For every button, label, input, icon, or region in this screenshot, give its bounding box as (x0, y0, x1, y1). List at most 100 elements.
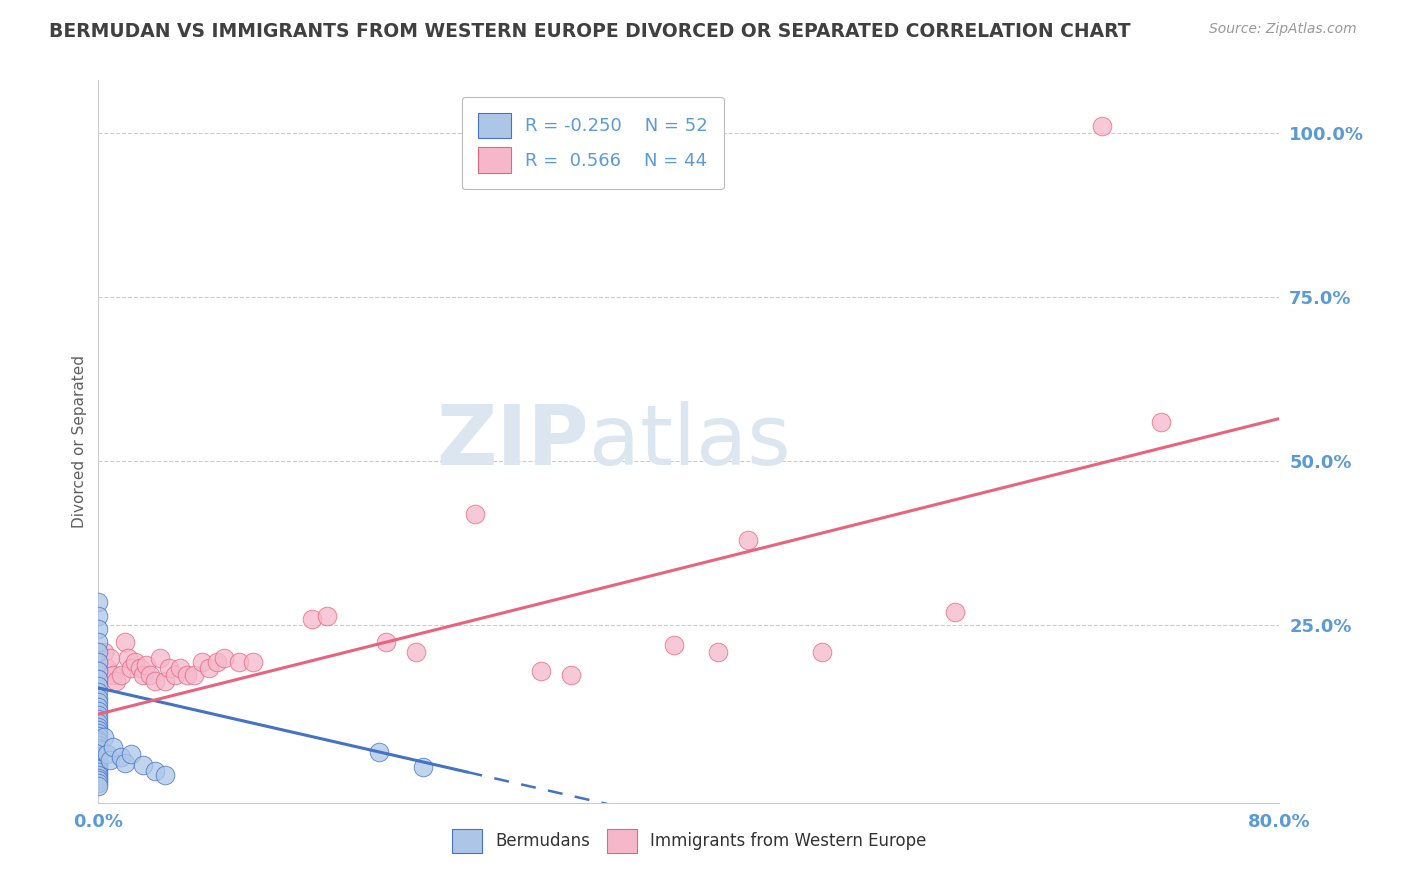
Point (242, 655, 264, 669)
Point (114, 635, 136, 649)
Point (87, 760, 110, 774)
Point (105, 674, 128, 689)
Point (87, 595, 110, 609)
Point (87, 744, 110, 758)
Point (87, 732, 110, 747)
Point (87, 665, 110, 679)
Point (707, 645, 730, 659)
Point (368, 745, 391, 759)
Point (114, 756, 136, 771)
Point (132, 757, 155, 772)
Point (117, 651, 139, 665)
Point (87, 726, 110, 740)
Text: BERMUDAN VS IMMIGRANTS FROM WESTERN EUROPE DIVORCED OR SEPARATED CORRELATION CHA: BERMUDAN VS IMMIGRANTS FROM WESTERN EURO… (49, 22, 1130, 41)
Point (560, 667, 582, 681)
Text: Source: ZipAtlas.com: Source: ZipAtlas.com (1209, 22, 1357, 37)
Point (135, 657, 157, 672)
Point (87, 708, 110, 723)
Point (143, 674, 166, 689)
Point (87, 608, 110, 623)
Point (87, 735, 110, 749)
Point (405, 645, 427, 659)
Y-axis label: Divorced or Separated: Divorced or Separated (72, 355, 87, 528)
Point (87, 712, 110, 726)
Point (737, 533, 759, 547)
Point (1150, 415, 1173, 429)
Point (191, 655, 214, 669)
Point (87, 679, 110, 693)
Point (98, 651, 121, 665)
Point (103, 667, 125, 681)
Point (198, 661, 221, 675)
Point (87, 705, 110, 719)
Point (87, 764, 110, 779)
Point (87, 730, 110, 744)
Point (1091, 120, 1114, 134)
Point (132, 667, 155, 681)
Point (87, 655, 110, 669)
Text: atlas: atlas (589, 401, 790, 482)
Point (124, 655, 146, 669)
Point (93, 645, 115, 659)
Point (464, 507, 486, 521)
Point (228, 655, 250, 669)
Point (87, 757, 110, 772)
Point (96, 661, 118, 675)
Point (316, 608, 339, 623)
Point (176, 667, 198, 681)
Point (87, 720, 110, 734)
Point (149, 651, 172, 665)
Point (120, 747, 142, 761)
Point (87, 752, 110, 766)
Text: ZIP: ZIP (436, 401, 589, 482)
Point (165, 667, 187, 681)
Point (943, 605, 966, 619)
Point (87, 776, 110, 790)
Point (90, 743, 112, 757)
Point (412, 760, 434, 774)
Point (90, 667, 112, 681)
Point (169, 661, 191, 675)
Point (87, 690, 110, 705)
Point (87, 762, 110, 776)
Point (87, 738, 110, 752)
Point (205, 655, 228, 669)
Point (139, 667, 162, 681)
Point (96, 747, 118, 761)
Point (810, 645, 832, 659)
Point (87, 779, 110, 793)
Point (87, 635, 110, 649)
Point (153, 674, 176, 689)
Point (128, 661, 150, 675)
Point (110, 667, 132, 681)
Point (87, 741, 110, 756)
Point (87, 645, 110, 659)
Point (153, 768, 176, 782)
Legend: Bermudans, Immigrants from Western Europe: Bermudans, Immigrants from Western Europ… (444, 822, 934, 860)
Point (87, 699, 110, 714)
Point (87, 685, 110, 699)
Point (87, 768, 110, 782)
Point (87, 673, 110, 687)
Point (157, 661, 180, 675)
Point (87, 749, 110, 764)
Point (87, 747, 110, 761)
Point (530, 665, 553, 679)
Point (87, 755, 110, 769)
Point (87, 771, 110, 785)
Point (93, 730, 115, 744)
Point (98, 753, 121, 767)
Point (103, 739, 125, 754)
Point (212, 651, 235, 665)
Point (183, 667, 205, 681)
Point (120, 661, 142, 675)
Point (143, 764, 166, 779)
Point (87, 773, 110, 788)
Point (110, 749, 132, 764)
Point (87, 622, 110, 636)
Point (87, 695, 110, 709)
Point (87, 716, 110, 731)
Point (87, 723, 110, 737)
Point (375, 635, 398, 649)
Point (664, 638, 686, 652)
